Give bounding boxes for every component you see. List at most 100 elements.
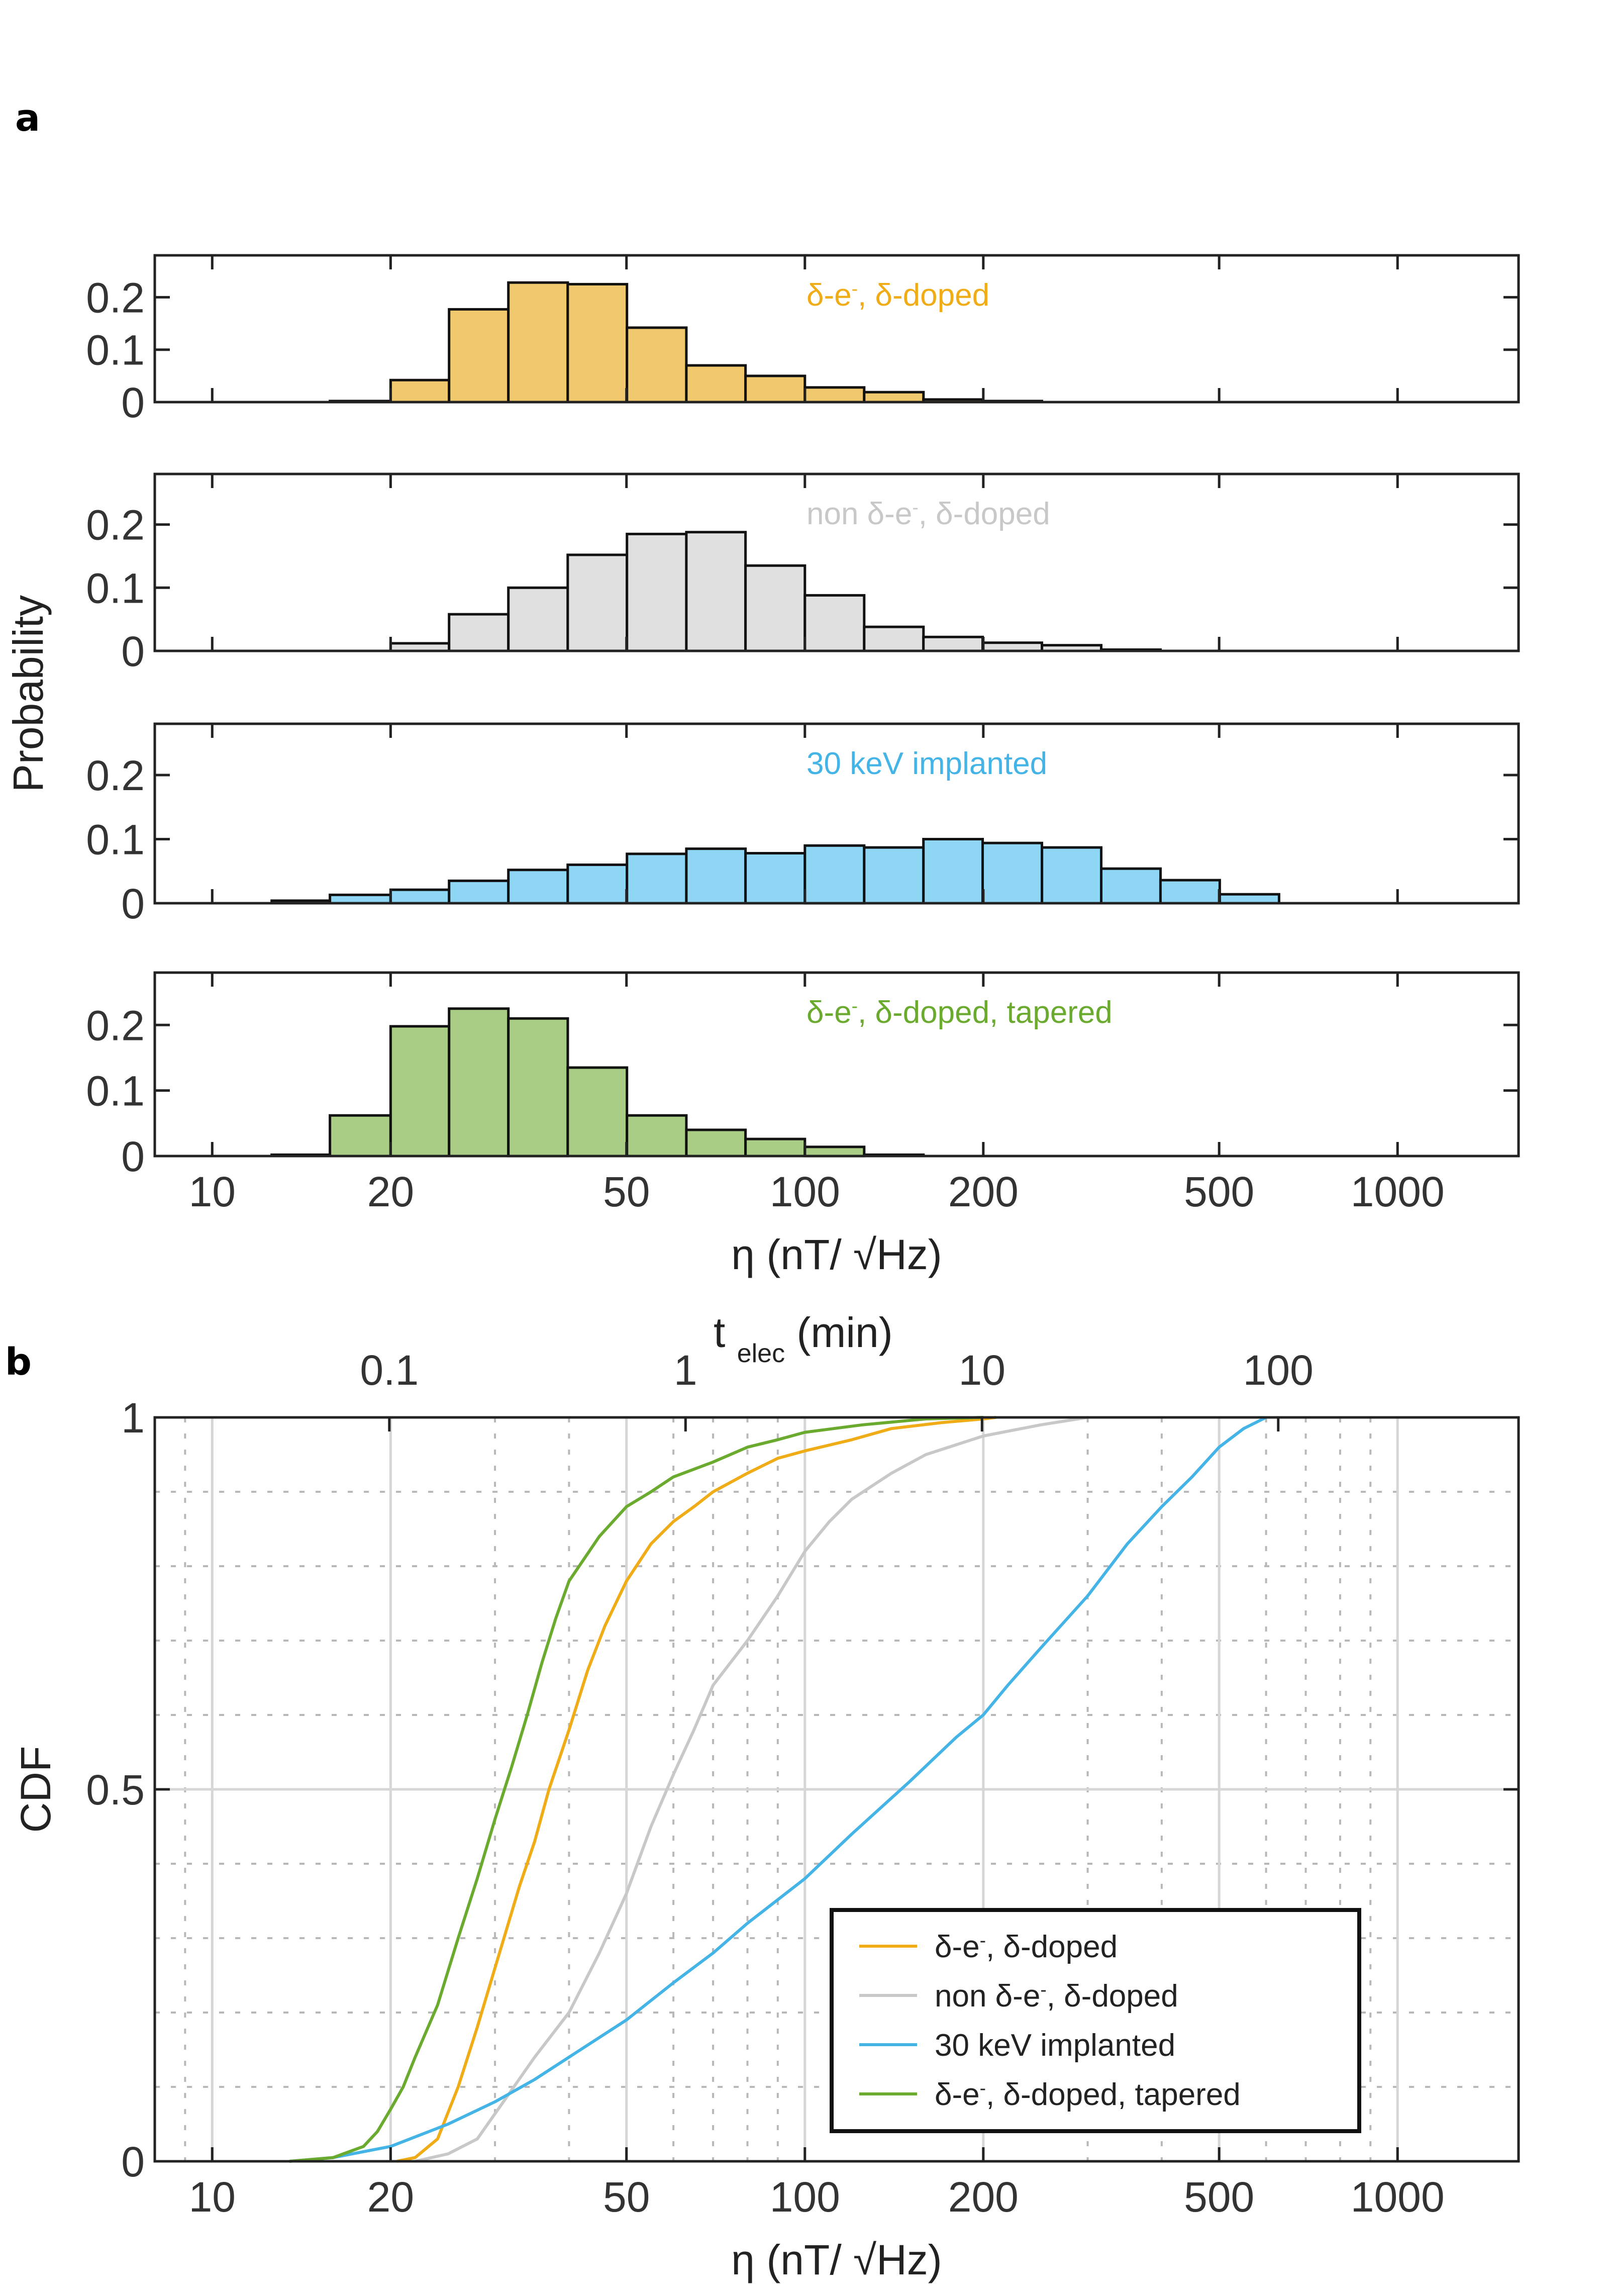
histogram-bar xyxy=(685,1128,747,1158)
x-tick-label: 10 xyxy=(189,2173,236,2221)
y-tick-label: 0.2 xyxy=(86,274,145,321)
cdf-line-series-2 xyxy=(415,1416,1088,2163)
legend-label: 30 keV implanted xyxy=(935,2028,1175,2063)
histogram-bar xyxy=(1041,846,1103,905)
y-tick-label: 0.2 xyxy=(86,502,145,549)
histogram-bar xyxy=(1159,879,1221,905)
histogram-bar xyxy=(507,586,569,652)
x-tick-label: 100 xyxy=(770,1168,840,1215)
x-tick-label: 200 xyxy=(948,2173,1019,2221)
axes-box xyxy=(153,971,1520,1158)
histogram-bar xyxy=(685,364,747,404)
x-axis-label: η (nT/ √Hz) xyxy=(731,2236,942,2283)
histogram-bar xyxy=(329,1114,392,1158)
x-tick-label: 20 xyxy=(367,1168,414,1215)
y-tick-label: 0 xyxy=(121,628,145,675)
legend-label: δ-e-, δ-doped xyxy=(935,1930,1118,1964)
axes-box xyxy=(153,722,1520,905)
panel-b-label: b xyxy=(5,1341,32,1384)
histogram-bar xyxy=(448,613,510,652)
histogram-panel-2: 0 0.1 0.2 non δ-e-, δ-doped xyxy=(86,472,1520,675)
top-x-tick-label: 10 xyxy=(959,1347,1005,1394)
histogram-bar xyxy=(1100,867,1162,905)
y-axis-label: Probability xyxy=(5,595,52,792)
histogram-bar xyxy=(981,841,1043,905)
histogram-bar xyxy=(685,847,747,905)
x-tick-label: 20 xyxy=(367,2173,414,2221)
histogram-bar xyxy=(389,1025,451,1158)
y-tick-label: 0.2 xyxy=(86,752,145,799)
y-tick-label: 0.5 xyxy=(86,1766,145,1813)
legend: δ-e-, δ-doped non δ-e-, δ-doped 30 keV imp… xyxy=(830,1908,1361,2133)
histogram-bar xyxy=(626,326,688,404)
y-tick-label: 0.2 xyxy=(86,1002,145,1049)
histogram-panel-4: 0 0.1 0.2 δ-e-, δ-doped, tapered xyxy=(86,971,1520,1180)
top-x-tick-label: 0.1 xyxy=(360,1347,419,1394)
histogram-bar xyxy=(922,635,984,652)
x-tick-label: 200 xyxy=(948,1168,1019,1215)
y-tick-label: 0 xyxy=(121,1133,145,1180)
x-tick-label: 500 xyxy=(1184,2173,1254,2221)
histogram-title: 30 keV implanted xyxy=(807,746,1047,781)
histogram-bar xyxy=(566,864,629,905)
y-tick-label: 0 xyxy=(121,880,145,927)
histogram-bar xyxy=(626,532,688,652)
cdf-line-series-3 xyxy=(289,1416,1267,2163)
histogram-bar xyxy=(863,391,925,404)
histogram-bar xyxy=(448,1007,510,1158)
x-tick-label: 50 xyxy=(603,1168,650,1215)
histogram-bar xyxy=(803,386,866,404)
histogram-bar xyxy=(803,844,866,905)
histogram-bar xyxy=(803,1145,866,1158)
top-x-axis-label: t elec (min) xyxy=(714,1309,893,1368)
legend-box xyxy=(830,1908,1361,2133)
histogram-panels: 0 0.1 0.2 δ-e-, δ-doped 0 0.1 0.2 non δ-e-, δ-d… xyxy=(5,254,1520,1278)
histogram-bar xyxy=(389,888,451,905)
legend-label: non δ-e-, δ-doped xyxy=(935,1979,1178,2014)
y-tick-label: 0 xyxy=(121,379,145,426)
y-tick-label: 1 xyxy=(121,1394,145,1442)
histogram-bar xyxy=(685,531,747,652)
cdf-line-series-1 xyxy=(396,1416,996,2163)
cdf-line-series-4 xyxy=(289,1416,983,2163)
y-axis-label: CDF xyxy=(12,1746,59,1833)
legend-label: δ-e-, δ-doped, tapered xyxy=(935,2077,1241,2112)
y-tick-label: 0.1 xyxy=(86,1068,145,1115)
histogram-panel-1: 0 0.1 0.2 δ-e-, δ-doped xyxy=(86,254,1520,426)
x-tick-label: 1000 xyxy=(1351,2173,1445,2221)
histogram-bar xyxy=(626,1114,688,1158)
x-tick-label: 1000 xyxy=(1351,1168,1445,1215)
histogram-bar xyxy=(744,374,807,404)
histogram-bar xyxy=(566,282,629,404)
histogram-bar xyxy=(744,1137,807,1158)
histogram-bar xyxy=(507,1017,569,1158)
histogram-bar xyxy=(1218,893,1280,905)
y-tick-label: 0.1 xyxy=(86,564,145,612)
histogram-bar xyxy=(507,869,569,905)
histogram-bar xyxy=(507,281,569,404)
y-tick-label: 0 xyxy=(121,2138,145,2185)
axes-box xyxy=(153,254,1520,404)
histogram-title: δ-e-, δ-doped, tapered xyxy=(807,995,1113,1030)
top-x-tick-label: 100 xyxy=(1243,1347,1314,1394)
axes-box xyxy=(153,472,1520,652)
histogram-bar xyxy=(863,625,925,652)
histogram-bar xyxy=(803,594,866,652)
y-tick-label: 0.1 xyxy=(86,816,145,864)
x-tick-label: 100 xyxy=(770,2173,840,2221)
top-x-tick-label: 1 xyxy=(674,1347,697,1394)
x-tick-label: 10 xyxy=(189,1168,236,1215)
x-axis-label: η (nT/ √Hz) xyxy=(731,1231,942,1278)
y-tick-label: 0.1 xyxy=(86,327,145,374)
x-tick-label: 500 xyxy=(1184,1168,1254,1215)
histogram-bar xyxy=(744,852,807,905)
histogram-bar xyxy=(566,1066,629,1158)
histogram-bar xyxy=(448,308,510,404)
x-tick-label: 50 xyxy=(603,2173,650,2221)
histogram-bar xyxy=(744,564,807,652)
histogram-bar xyxy=(389,378,451,404)
panel-a-label: a xyxy=(15,97,40,140)
histogram-bar xyxy=(922,838,984,905)
